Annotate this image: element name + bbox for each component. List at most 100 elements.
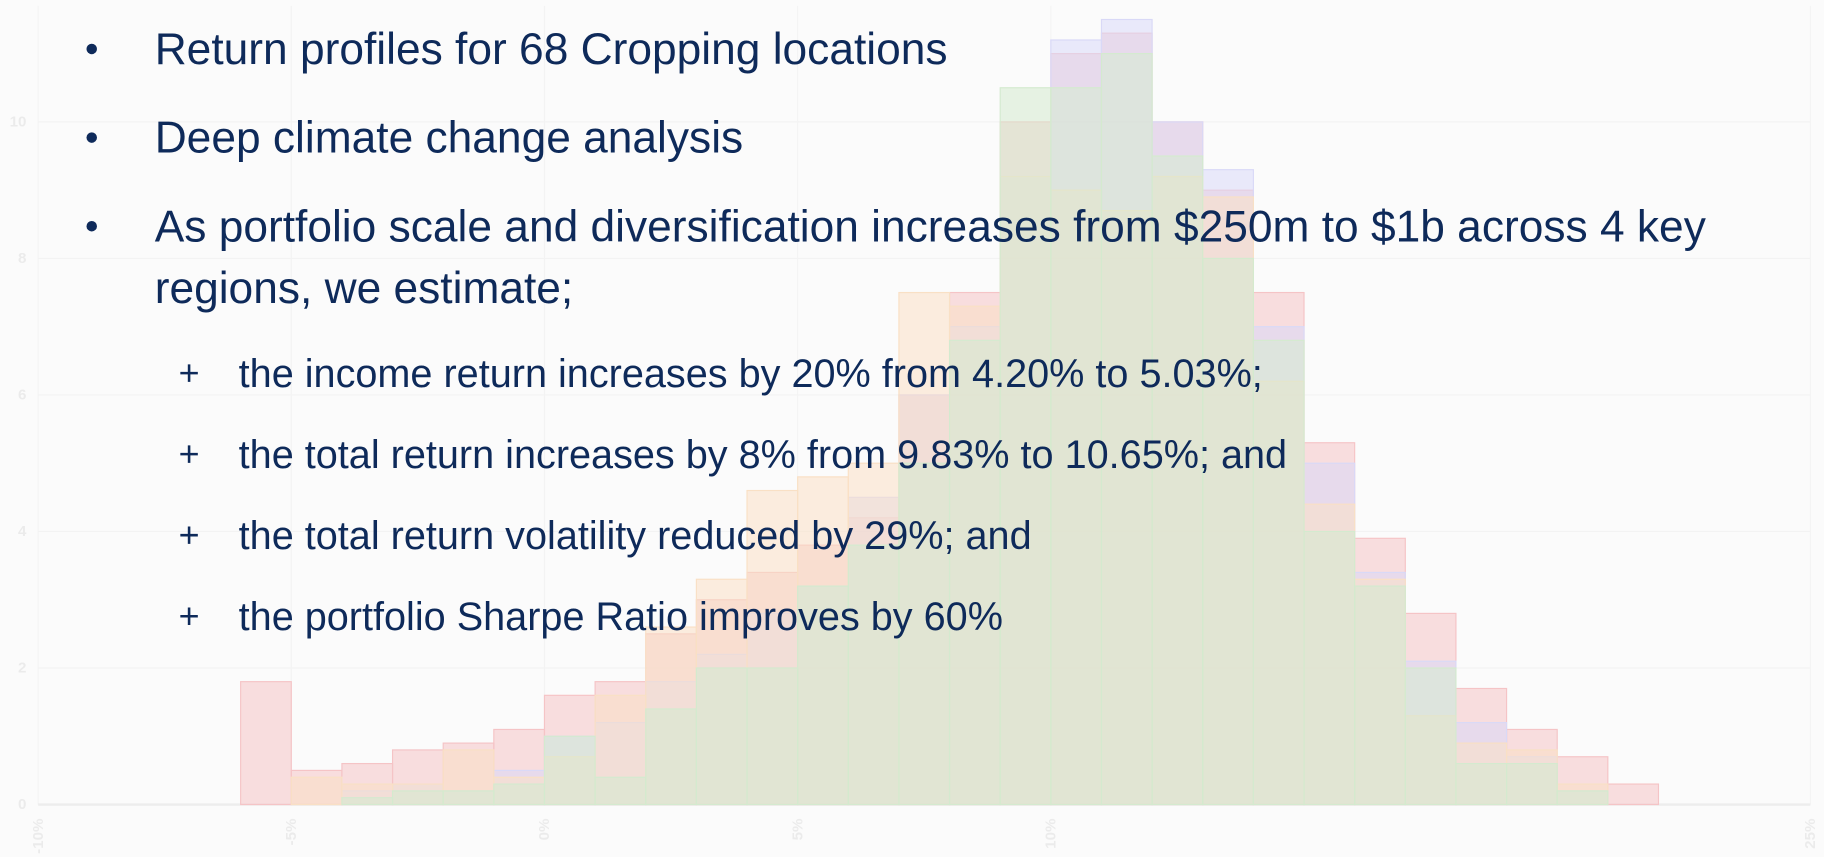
histogram-bar xyxy=(999,121,1052,806)
histogram-bar xyxy=(1100,32,1153,806)
histogram-bar xyxy=(1050,189,1103,806)
histogram-bar xyxy=(1050,87,1103,806)
x-tick-label: -5% xyxy=(283,818,300,845)
histogram-bar xyxy=(1505,749,1558,806)
histogram: 0 2 4 6 8 10 -10% -5% 0% 5% 10% 25% xyxy=(10,5,1819,854)
histogram-bar xyxy=(1404,660,1457,806)
histogram-bar xyxy=(1100,210,1153,806)
histogram-bar xyxy=(1202,169,1254,806)
histogram-bar xyxy=(1505,728,1558,806)
sub-bullet-text: the total return volatility reduced by 2… xyxy=(239,514,1032,558)
y-tick-label: 4 xyxy=(18,523,27,540)
bullet-marker xyxy=(86,43,97,55)
histogram-bar xyxy=(1455,742,1508,806)
histogram-bar xyxy=(290,769,343,806)
histogram-bar xyxy=(1202,196,1254,806)
histogram-bar xyxy=(1354,571,1406,806)
histogram-bar xyxy=(442,749,495,806)
histogram-bar xyxy=(1303,503,1356,806)
bullet-text: Deep climate change analysis xyxy=(155,114,744,163)
histogram-bar xyxy=(493,769,546,806)
y-tick-label: 10 xyxy=(10,114,27,131)
histogram-bar xyxy=(999,175,1052,806)
histogram-bar xyxy=(1252,326,1305,806)
histogram-bar xyxy=(594,722,647,806)
bullet-text: Return profiles for 68 Cropping location… xyxy=(155,25,948,74)
histogram-bar xyxy=(1455,687,1508,806)
histogram-bar xyxy=(1354,585,1406,806)
x-tick-label: 0% xyxy=(536,818,553,840)
sub-bullet-marker xyxy=(180,526,198,544)
histogram-bar xyxy=(898,394,951,806)
histogram-bar xyxy=(391,790,444,806)
x-tick-label: 10% xyxy=(1042,818,1059,849)
histogram-bar xyxy=(1354,537,1406,806)
bullet-marker xyxy=(86,220,97,232)
sub-bullet-marker xyxy=(180,445,198,463)
x-tick-label: 25% xyxy=(1802,818,1819,849)
histogram-bar xyxy=(1455,722,1508,806)
histogram-bar xyxy=(543,756,596,806)
y-tick-label: 0 xyxy=(18,796,26,813)
bullet-text: Return profiles for 68 Cropping location… xyxy=(86,25,1707,639)
histogram-bar xyxy=(999,175,1052,806)
histogram-bar xyxy=(1050,53,1103,806)
sub-bullet-text: the income return increases by 20% from … xyxy=(239,352,1263,396)
histogram-bar xyxy=(1252,380,1305,806)
histogram-bar xyxy=(746,612,799,806)
x-tick-label: -10% xyxy=(30,818,47,854)
histogram-bar xyxy=(797,544,849,806)
histogram-bar xyxy=(847,517,900,806)
histogram-bar xyxy=(594,776,647,806)
histogram-bar xyxy=(1151,121,1204,806)
histogram-bar xyxy=(594,694,647,806)
histogram-bar xyxy=(1556,790,1609,806)
histogram-bar xyxy=(442,790,495,806)
histogram-bar xyxy=(1303,530,1356,806)
histogram-bar xyxy=(1151,175,1204,806)
bullet-text: regions, we estimate; xyxy=(155,264,574,313)
histogram-bar xyxy=(948,291,1001,806)
histogram-bar xyxy=(695,667,748,806)
sub-bullet-text: the total return increases by 8% from 9.… xyxy=(239,433,1287,477)
histogram-bar xyxy=(391,783,444,806)
histogram-bar xyxy=(1252,291,1305,806)
histogram-bar xyxy=(341,790,394,806)
histogram-bar xyxy=(1455,762,1508,806)
histogram-bar xyxy=(1151,121,1204,806)
histogram-bar xyxy=(847,544,900,806)
histogram-bar xyxy=(948,326,1001,806)
histogram-bar xyxy=(493,783,546,806)
histogram-bar xyxy=(1556,790,1609,806)
histogram-bar xyxy=(1202,257,1254,806)
histogram-bar xyxy=(1404,612,1457,806)
histogram-bar xyxy=(341,762,394,806)
histogram-bar xyxy=(240,681,292,806)
histogram-bar xyxy=(695,599,748,806)
histogram-bar xyxy=(1303,462,1356,806)
histogram-bar xyxy=(645,681,697,806)
bullet-text: As portfolio scale and diversification i… xyxy=(155,202,1707,251)
histogram-bar xyxy=(999,87,1052,806)
sub-bullet-marker xyxy=(180,607,198,625)
histogram-bar xyxy=(1303,442,1356,806)
y-tick-label: 2 xyxy=(18,660,26,677)
histogram-bar xyxy=(1404,715,1457,806)
histogram-bar xyxy=(898,394,951,806)
histogram-bar xyxy=(1100,18,1153,806)
x-tick-label: 5% xyxy=(789,818,806,840)
histogram-bar xyxy=(797,585,849,806)
histogram-bar xyxy=(645,633,697,806)
histogram-bar xyxy=(695,653,748,806)
histogram-bar xyxy=(1556,756,1609,806)
histogram-bar xyxy=(948,339,1001,806)
histogram-bar xyxy=(1404,667,1457,806)
histogram-bar xyxy=(341,797,394,806)
histogram-bar xyxy=(695,578,748,806)
sub-bullet-text: the portfolio Sharpe Ratio improves by 6… xyxy=(239,595,1003,639)
histogram-bar xyxy=(442,742,495,806)
histogram-bar xyxy=(341,783,394,806)
histogram-bar xyxy=(847,496,900,806)
